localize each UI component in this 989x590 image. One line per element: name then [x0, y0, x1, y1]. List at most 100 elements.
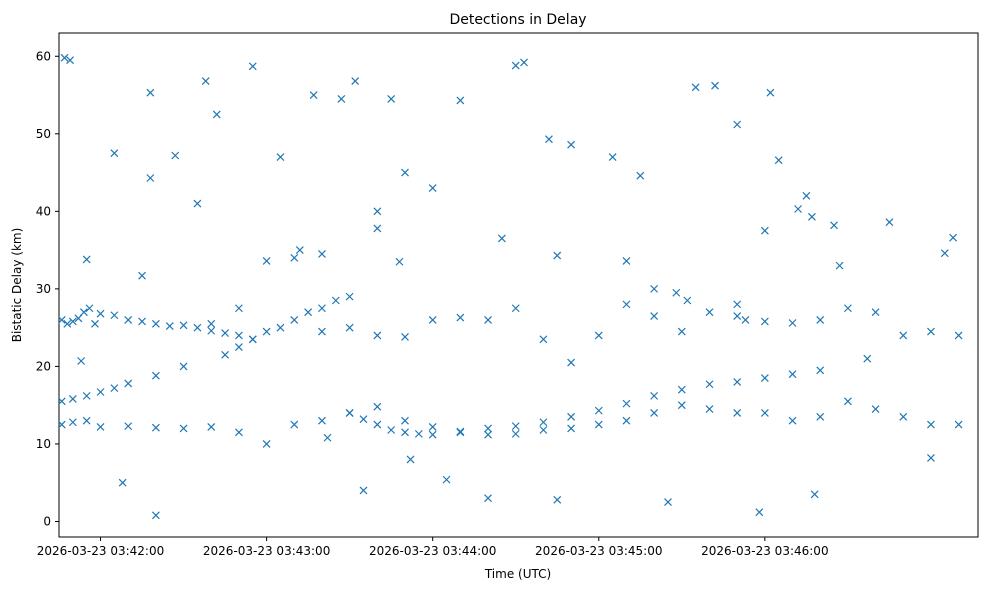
data-point	[82, 416, 91, 425]
x-tick-label: 2026-03-23 03:45:00	[535, 544, 662, 558]
data-point	[511, 61, 520, 70]
data-point	[262, 257, 271, 265]
plot-frame	[58, 32, 979, 538]
data-point	[235, 304, 243, 313]
data-point	[456, 313, 465, 322]
data-point	[802, 191, 811, 200]
data-point	[788, 319, 797, 327]
data-point	[622, 300, 631, 309]
data-point	[650, 312, 659, 320]
data-point	[705, 308, 714, 317]
data-point	[151, 371, 160, 380]
data-point	[949, 233, 958, 242]
data-point	[816, 412, 825, 421]
data-point	[66, 56, 74, 65]
data-point	[807, 212, 816, 221]
data-point	[741, 315, 750, 324]
y-tick-label: 0	[43, 514, 51, 528]
data-point	[401, 333, 409, 341]
data-point	[351, 77, 360, 85]
data-point	[331, 296, 340, 305]
data-point	[428, 315, 437, 324]
data-point	[295, 246, 304, 255]
data-point	[539, 418, 548, 427]
data-point	[318, 250, 326, 258]
data-point	[171, 151, 180, 160]
data-point	[276, 153, 285, 161]
data-point	[406, 455, 415, 464]
data-point	[373, 207, 382, 216]
data-point	[146, 174, 155, 182]
data-point	[677, 327, 686, 336]
data-point	[96, 388, 105, 396]
data-point	[733, 409, 742, 417]
data-point	[733, 312, 742, 320]
data-point	[766, 88, 775, 97]
data-point	[567, 412, 576, 421]
data-point	[193, 199, 202, 208]
data-point	[484, 430, 492, 439]
data-point	[835, 261, 844, 270]
data-point	[899, 412, 908, 421]
data-point	[373, 420, 382, 429]
data-point	[262, 327, 271, 336]
data-point	[553, 495, 562, 504]
data-point	[622, 257, 631, 265]
data-point	[207, 422, 216, 431]
data-point	[151, 319, 160, 328]
data-point	[318, 327, 326, 336]
data-point	[146, 88, 155, 97]
data-point	[484, 315, 492, 324]
data-point	[179, 321, 188, 330]
data-point	[124, 315, 133, 324]
data-point	[511, 429, 520, 438]
data-point	[594, 406, 603, 415]
data-point	[207, 326, 216, 335]
data-point	[539, 426, 548, 434]
data-point	[760, 317, 769, 326]
data-point	[650, 409, 659, 417]
data-point	[497, 234, 506, 243]
data-point	[594, 420, 603, 429]
data-point	[57, 397, 66, 406]
data-point	[428, 184, 437, 193]
data-point	[401, 168, 409, 177]
data-point	[683, 296, 692, 305]
data-point	[201, 77, 210, 85]
data-point	[110, 384, 119, 393]
data-point	[927, 420, 935, 429]
y-tick-label: 40	[36, 204, 51, 218]
data-point	[816, 366, 825, 375]
data-point	[484, 494, 492, 503]
data-point	[304, 308, 313, 317]
data-point	[774, 156, 783, 165]
data-point	[77, 357, 86, 365]
data-point	[124, 379, 133, 388]
data-point	[940, 249, 949, 258]
data-point	[428, 422, 437, 431]
data-point	[456, 96, 465, 105]
data-point	[57, 420, 66, 429]
data-point	[705, 405, 714, 413]
data-point	[545, 135, 553, 144]
data-point	[359, 415, 368, 424]
data-point	[927, 453, 935, 462]
data-point	[235, 343, 243, 351]
data-point	[138, 271, 146, 280]
data-point	[96, 422, 105, 431]
data-point	[151, 423, 160, 432]
chart-title: Detections in Delay	[449, 12, 586, 28]
data-point	[794, 205, 802, 213]
y-tick-label: 10	[36, 437, 51, 451]
x-axis-label: Time (UTC)	[484, 567, 551, 581]
y-axis-label: Bistatic Delay (km)	[10, 228, 24, 343]
data-point	[387, 426, 396, 434]
data-point	[456, 427, 465, 436]
y-tick-label: 20	[36, 359, 51, 373]
data-point	[401, 416, 409, 425]
data-point	[539, 335, 548, 344]
data-point	[248, 335, 257, 344]
data-point	[567, 424, 576, 433]
data-point	[373, 402, 382, 411]
data-point	[345, 292, 354, 301]
